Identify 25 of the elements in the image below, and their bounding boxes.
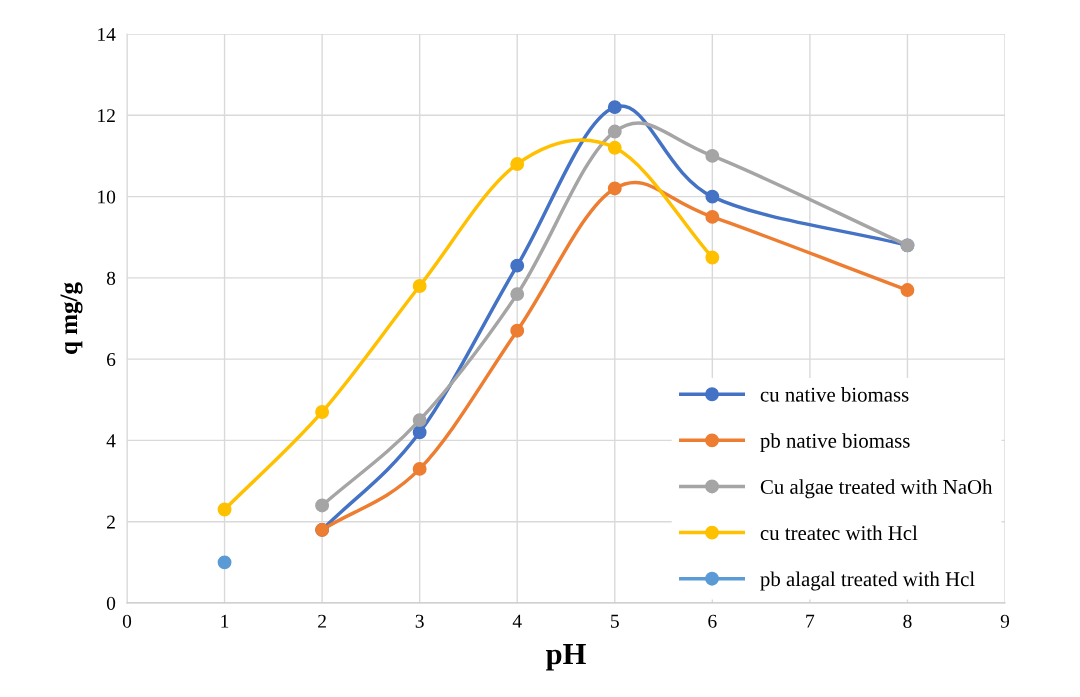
x-tick-label: 9: [1000, 614, 1010, 628]
y-tick-label: 14: [98, 27, 116, 41]
x-tick-label: 4: [512, 614, 522, 628]
x-tick-label: 0: [122, 614, 132, 628]
y-tick-label: 2: [107, 515, 115, 529]
y-tick-label: 6: [107, 353, 116, 367]
y-axis-title: q mg/g: [60, 282, 83, 354]
x-tick-label: 2: [318, 614, 326, 628]
legend-label: Cu algae treated with NaOh: [760, 479, 993, 499]
y-tick-label: 8: [106, 271, 116, 285]
legend-label: pb native biomass: [760, 433, 910, 453]
y-tick-label: 4: [106, 434, 116, 448]
x-axis-title: pH: [546, 644, 586, 671]
x-tick-label: 7: [806, 614, 815, 628]
legend-label: cu treatec with Hcl: [760, 525, 918, 541]
legend-label: cu native biomass: [760, 387, 909, 402]
y-tick-label: 12: [98, 109, 115, 123]
x-tick-label: 5: [611, 614, 619, 628]
x-tick-label: 1: [221, 614, 229, 628]
x-tick-label: 6: [708, 614, 717, 628]
x-tick-label: 8: [903, 614, 912, 628]
x-tick-label: 3: [415, 614, 424, 628]
y-tick-label: 0: [106, 596, 116, 610]
legend-label: pb alagal treated with Hcl: [760, 571, 975, 591]
y-tick-label: 10: [98, 190, 116, 204]
